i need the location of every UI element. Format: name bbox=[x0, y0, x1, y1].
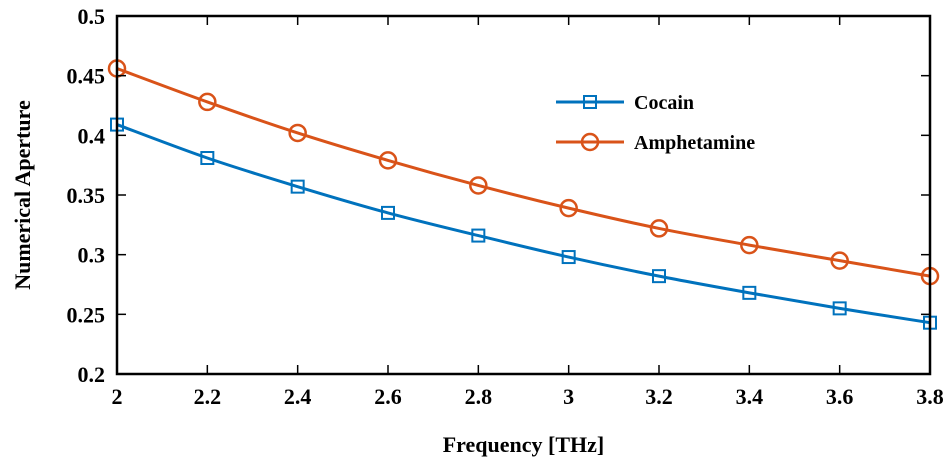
data-point bbox=[381, 205, 395, 220]
data-point bbox=[830, 251, 849, 270]
x-tick-label: 3.4 bbox=[736, 384, 764, 409]
y-tick-label: 0.35 bbox=[67, 183, 106, 208]
y-tick-label: 0.25 bbox=[67, 302, 106, 327]
legend: Cocain Amphetamine bbox=[556, 92, 755, 154]
data-point bbox=[832, 301, 847, 316]
data-point bbox=[198, 92, 217, 112]
data-point bbox=[288, 123, 307, 143]
y-tick-label: 0.5 bbox=[78, 4, 106, 29]
x-tick-label: 3 bbox=[563, 384, 574, 409]
data-point bbox=[469, 176, 488, 195]
data-point bbox=[649, 219, 669, 238]
data-point bbox=[290, 179, 305, 194]
x-tick-label: 2.6 bbox=[374, 384, 402, 409]
x-tick-label: 2.8 bbox=[465, 384, 493, 409]
data-point bbox=[559, 198, 578, 218]
x-tick-label: 2.2 bbox=[194, 384, 222, 409]
x-tick-label: 3.6 bbox=[826, 384, 854, 409]
legend-item: Cocain bbox=[556, 92, 694, 114]
y-tick-label: 0.2 bbox=[78, 362, 106, 387]
data-point bbox=[740, 235, 759, 255]
legend-label: Amphetamine bbox=[634, 132, 755, 154]
legend-item: Amphetamine bbox=[556, 132, 755, 154]
x-tick-label: 3.8 bbox=[916, 384, 944, 409]
data-point bbox=[561, 250, 576, 265]
data-point bbox=[652, 269, 666, 284]
plot-frame bbox=[115, 14, 932, 376]
axis-ticks: 2 2.2 2.4 2.6 2.8 3 3.2 3.4 3.6 3.8 0.2 0.25 0.3 0.35… bbox=[67, 4, 944, 409]
series-layer bbox=[107, 59, 940, 330]
data-point bbox=[471, 228, 486, 243]
x-tick-label: 3.2 bbox=[645, 384, 673, 409]
x-axis-title: Frequency [THz] bbox=[443, 432, 605, 457]
y-tick-label: 0.4 bbox=[78, 123, 106, 148]
legend-marker bbox=[580, 132, 600, 152]
series-cocain bbox=[110, 117, 937, 330]
series-line bbox=[116, 67, 931, 278]
y-tick-label: 0.45 bbox=[67, 64, 106, 89]
y-axis-title: Numerical Aperture bbox=[10, 100, 35, 290]
x-tick-label: 2 bbox=[112, 384, 123, 409]
legend-marker bbox=[583, 95, 597, 109]
y-tick-label: 0.3 bbox=[78, 243, 106, 268]
legend-label: Cocain bbox=[634, 92, 694, 114]
data-point bbox=[742, 285, 757, 300]
x-tick-label: 2.4 bbox=[284, 384, 312, 409]
data-point bbox=[200, 151, 215, 166]
series-amphetamine bbox=[107, 59, 940, 286]
data-point bbox=[378, 151, 398, 170]
series-line bbox=[116, 123, 931, 325]
